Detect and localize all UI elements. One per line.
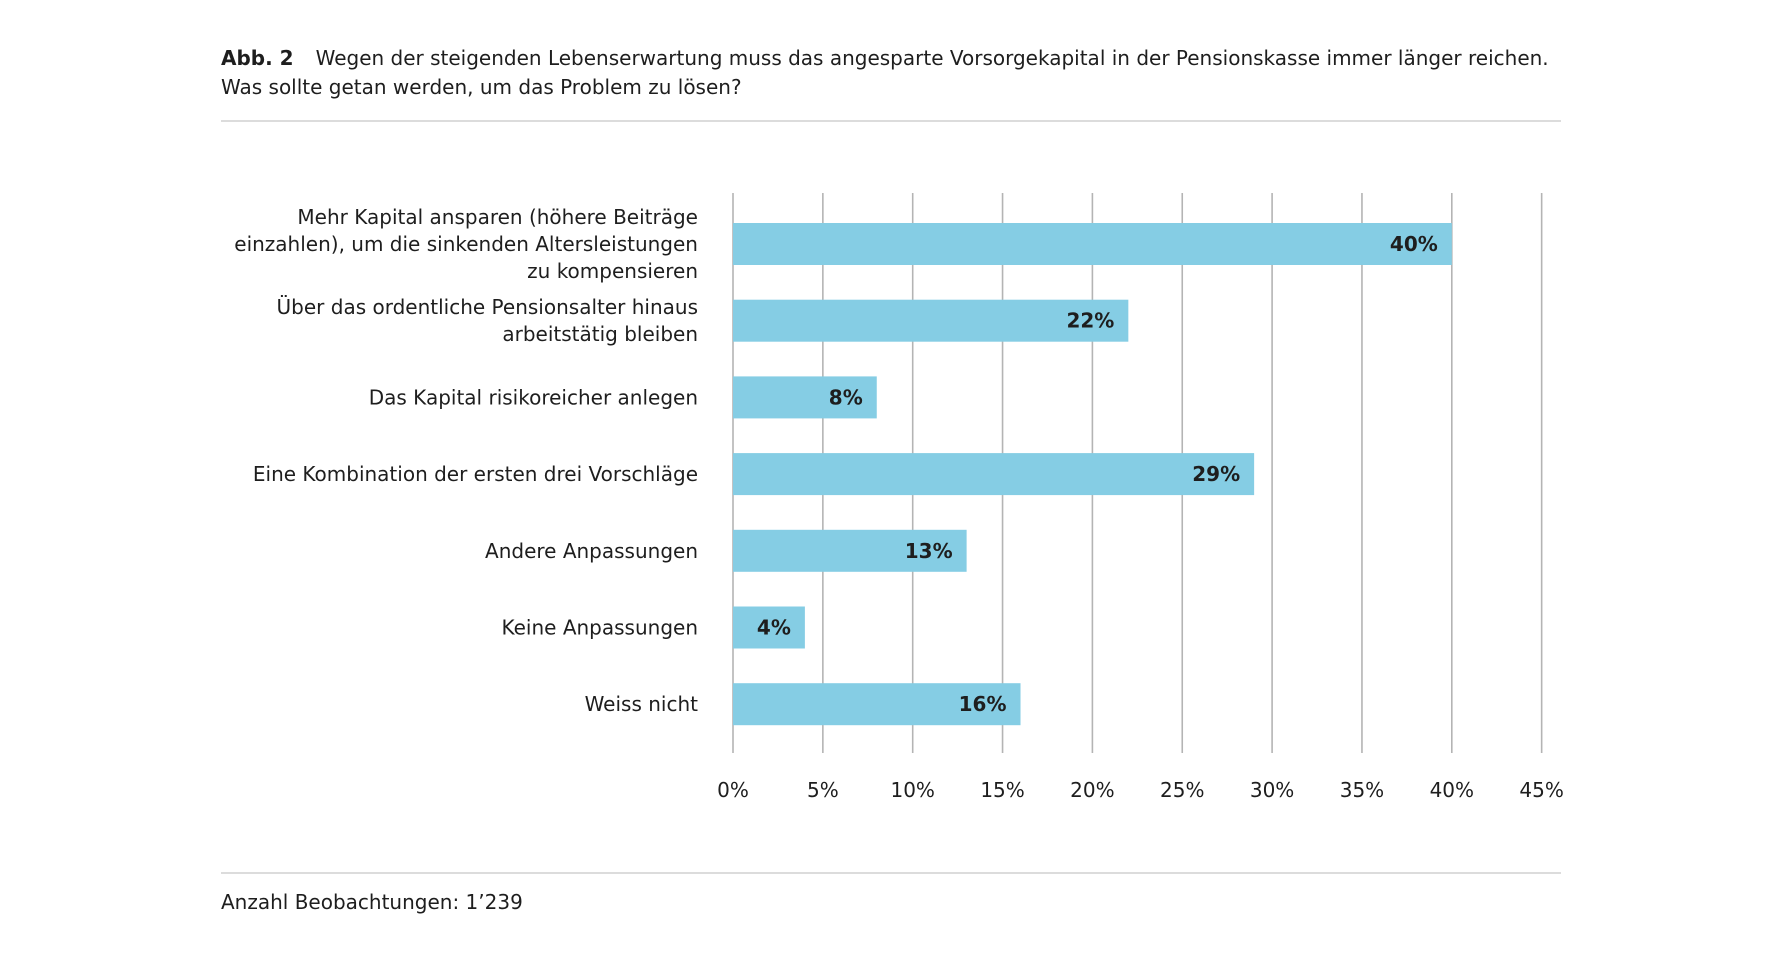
x-tick-label: 15% xyxy=(980,778,1024,802)
figure-label: Abb. 2 xyxy=(221,46,294,70)
bar-value-label: 8% xyxy=(829,385,863,409)
top-divider xyxy=(221,120,1561,122)
bar-value-label: 4% xyxy=(757,616,791,640)
category-label-line: Eine Kombination der ersten drei Vorschl… xyxy=(253,462,698,486)
bar xyxy=(733,299,1129,342)
category-label: Andere Anpassungen xyxy=(485,539,698,563)
x-tick-label: 40% xyxy=(1430,778,1474,802)
category-label-line: Keine Anpassungen xyxy=(502,616,699,640)
bar xyxy=(733,606,805,649)
observations-note: Anzahl Beobachtungen: 1’239 xyxy=(221,890,523,914)
bar-value-label: 16% xyxy=(959,692,1007,716)
x-tick-label: 5% xyxy=(807,778,839,802)
category-label: Über das ordentliche Pensionsalter hinau… xyxy=(277,295,698,346)
x-tick-label: 30% xyxy=(1250,778,1294,802)
bar-chart: 0% 5% 10% 15% 20% 25% 30% 35% 40% 45% 40% Mehr Kapi… xyxy=(234,193,1564,802)
chart-header: Abb. 2 Wegen der steigenden Lebenserwartu… xyxy=(221,44,1561,102)
x-tick-label: 45% xyxy=(1519,778,1563,802)
category-label: Weiss nicht xyxy=(585,692,699,716)
category-label-line: arbeitstätig bleiben xyxy=(502,322,698,346)
x-tick-label: 20% xyxy=(1070,778,1114,802)
bottom-divider xyxy=(221,872,1561,874)
category-label-line: einzahlen), um die sinkenden Altersleist… xyxy=(234,232,698,256)
category-label: Keine Anpassungen xyxy=(502,616,699,640)
x-tick-label: 35% xyxy=(1340,778,1384,802)
bar xyxy=(733,376,877,419)
question-line-2: Was sollte getan werden, um das Problem … xyxy=(221,75,742,99)
bar-value-label: 40% xyxy=(1390,232,1438,256)
category-label-line: Andere Anpassungen xyxy=(485,539,698,563)
x-tick-label: 25% xyxy=(1160,778,1204,802)
bar-value-label: 22% xyxy=(1066,309,1114,333)
x-tick-label: 10% xyxy=(890,778,934,802)
question-line-1: Wegen der steigenden Lebenserwartung mus… xyxy=(315,46,1549,70)
bar-value-label: 13% xyxy=(905,539,953,563)
category-label-line: Mehr Kapital ansparen (höhere Beiträge xyxy=(297,205,698,229)
header-line-1: Abb. 2 Wegen der steigenden Lebenserwartu… xyxy=(221,44,1561,73)
category-label: Das Kapital risikoreicher anlegen xyxy=(369,385,698,409)
bar xyxy=(733,529,967,572)
category-label: Eine Kombination der ersten drei Vorschl… xyxy=(253,462,698,486)
category-label-line: Weiss nicht xyxy=(585,692,699,716)
bar xyxy=(733,223,1452,265)
category-label-line: zu kompensieren xyxy=(527,259,698,283)
bar-value-label: 29% xyxy=(1192,462,1240,486)
x-tick-label: 0% xyxy=(717,778,749,802)
bar xyxy=(733,453,1255,496)
category-label-line: Über das ordentliche Pensionsalter hinau… xyxy=(277,295,698,319)
category-label: Mehr Kapital ansparen (höhere Beiträge ei… xyxy=(234,205,698,283)
bar xyxy=(733,683,1021,726)
category-label-line: Das Kapital risikoreicher anlegen xyxy=(369,385,698,409)
